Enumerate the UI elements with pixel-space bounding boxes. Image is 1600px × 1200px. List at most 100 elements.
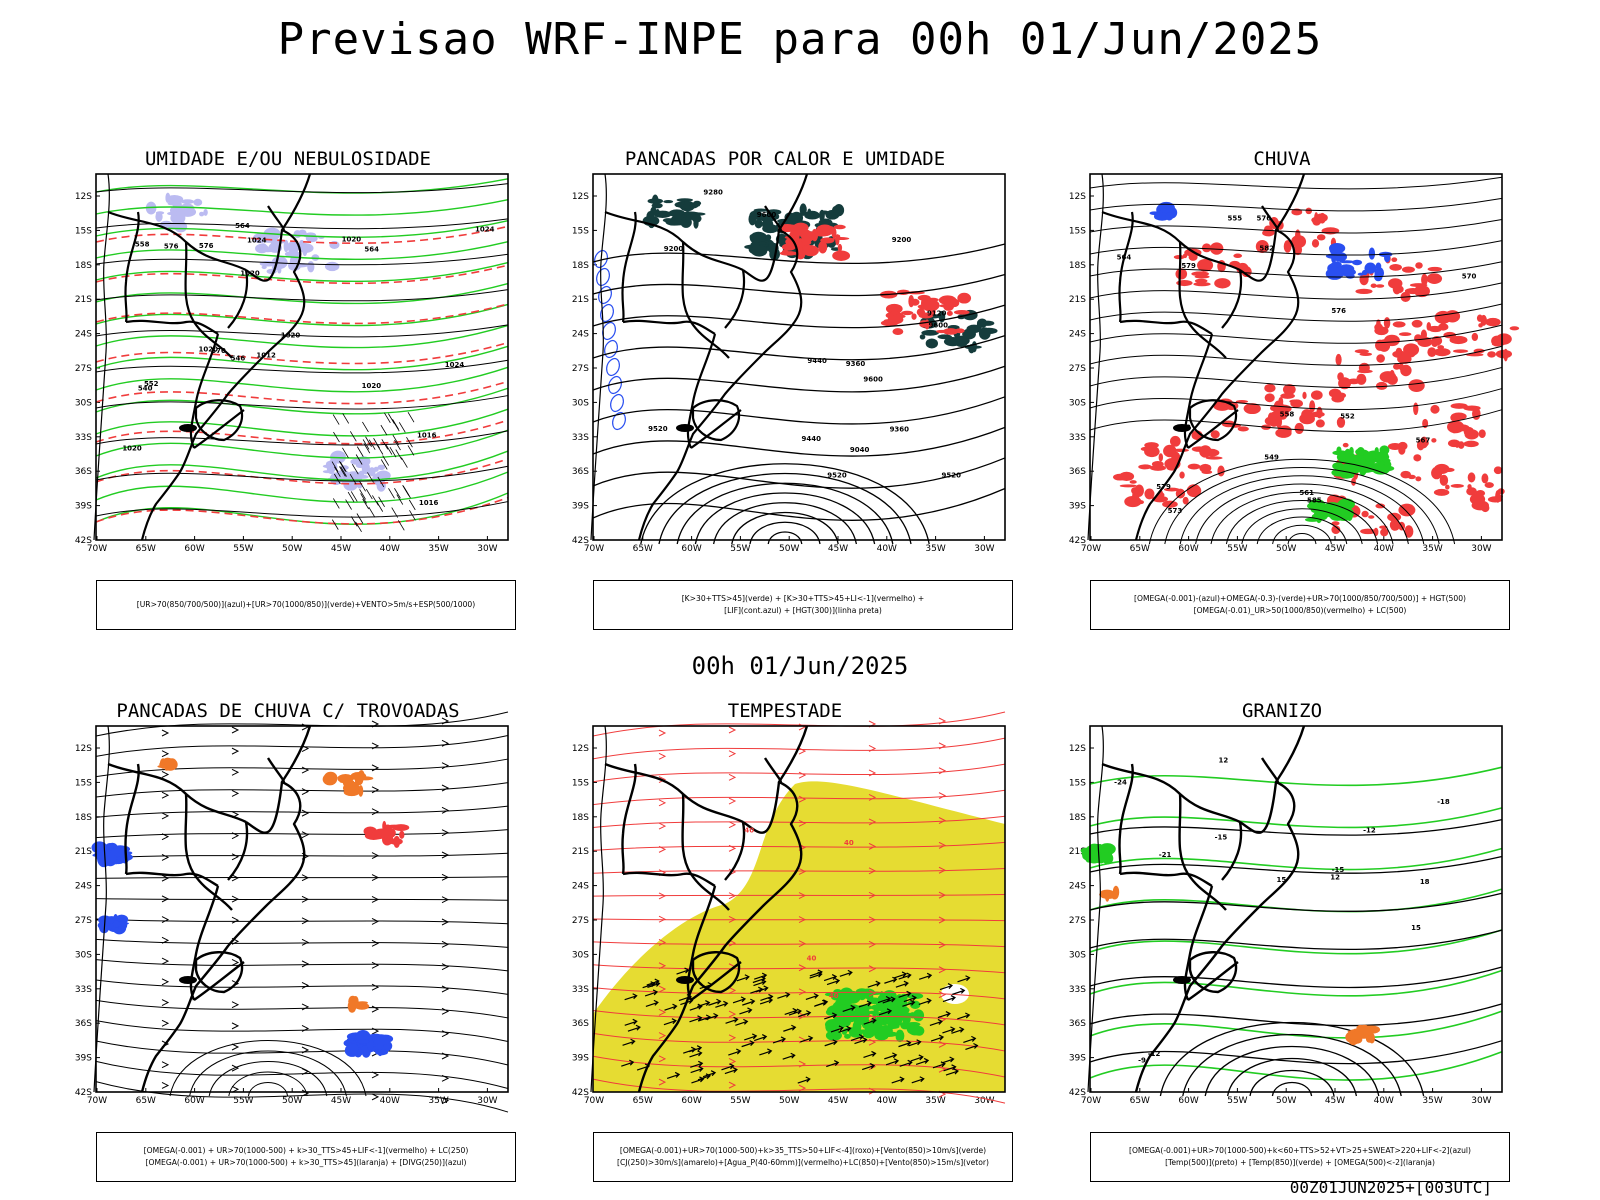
- arrowhead: [161, 957, 170, 965]
- omega-green-cell: [1376, 465, 1395, 472]
- country-border: [189, 333, 220, 449]
- wind-vector: [911, 1076, 925, 1084]
- arrowhead: [658, 752, 667, 760]
- wind-vector: [624, 993, 638, 1001]
- kindex-green-cell: [758, 241, 768, 245]
- wind-vector: [858, 1000, 872, 1008]
- wind-barb: [331, 461, 339, 472]
- rain-red-cell: [1481, 503, 1490, 513]
- lat-label: 15S: [572, 778, 589, 788]
- rain-red-cell: [1485, 317, 1501, 327]
- country-border: [764, 205, 782, 232]
- legend-granizo: [OMEGA(-0.001)+UR>70(1000-500)+k<60+TTS>…: [1090, 1132, 1510, 1182]
- wind-vector: [877, 995, 892, 1004]
- coastline: [637, 173, 809, 541]
- omega-green-cell: [1341, 463, 1351, 473]
- arrowhead: [161, 791, 170, 799]
- kindex-green-cell: [653, 210, 672, 218]
- omega-green-cell: [1336, 446, 1342, 454]
- omega-blue: [1325, 242, 1393, 282]
- pressure-line: [95, 289, 509, 302]
- wind-vector: [878, 1008, 893, 1016]
- country-border: [124, 763, 140, 875]
- arrowhead: [938, 742, 947, 750]
- arrowhead: [728, 1010, 737, 1018]
- arrowhead: [301, 745, 310, 752]
- streamline-250-line: [95, 918, 509, 925]
- arrowhead: [441, 851, 450, 859]
- uruguay-border: [691, 399, 741, 442]
- contour-label: 9280: [703, 189, 723, 197]
- contour-label: 9200: [892, 236, 912, 244]
- wind-vector: [627, 1024, 641, 1032]
- hgt500-line: [1089, 218, 1503, 234]
- country-border: [1183, 885, 1214, 1001]
- hgt300-line: [592, 243, 1006, 264]
- streamline-250-line: [95, 829, 509, 839]
- rain-red-cell: [1426, 325, 1443, 332]
- wind850-green-cell: [879, 1024, 893, 1037]
- lat-label: 21S: [1069, 847, 1086, 857]
- contour-label: 1020: [198, 345, 218, 353]
- kindex-green-cell: [925, 338, 938, 349]
- contour-label: 555: [1227, 214, 1242, 222]
- rain-red-cell: [1463, 440, 1479, 448]
- arrowhead: [938, 841, 947, 849]
- wind-vector: [721, 1063, 735, 1071]
- pressure-line: [95, 359, 509, 374]
- hgt300-trough-arc: [658, 473, 912, 545]
- humid-upper-cell: [174, 221, 188, 233]
- arrowhead: [658, 822, 667, 830]
- divg-blue-cell: [373, 1038, 390, 1046]
- lon-label: 70W: [87, 1096, 107, 1106]
- streamline-closed-arc: [189, 1050, 347, 1097]
- lat-label: 36S: [572, 467, 589, 477]
- wind-vector: [664, 1003, 678, 1011]
- humid-upper-cell: [277, 266, 282, 274]
- omega-blue-cell: [1331, 255, 1337, 263]
- lat-label: 33S: [75, 985, 92, 995]
- contour-label: 576: [1331, 307, 1346, 315]
- li-red: [879, 289, 972, 335]
- contour-label: 40: [829, 992, 839, 1000]
- wind-vector: [621, 1059, 635, 1067]
- geo-borders: [93, 725, 312, 1093]
- contour-label: 40: [844, 839, 854, 847]
- streamline-closed-arc: [208, 1061, 328, 1097]
- wind-vector: [885, 1058, 900, 1066]
- rain-red: [1140, 430, 1225, 477]
- legend-line: [OMEGA(-0.001) + UR>70(1000-500) + k>30_…: [143, 1146, 469, 1155]
- contour-label: 570: [1462, 273, 1477, 281]
- humid-upper-cell: [193, 198, 203, 206]
- arrowhead: [658, 1078, 667, 1086]
- arrowhead: [371, 917, 380, 925]
- arrowhead: [161, 978, 170, 986]
- wind-barb: [362, 421, 369, 433]
- pancada-orange: [322, 770, 374, 797]
- li-red-cell: [832, 250, 851, 261]
- rain-red-cell: [1417, 438, 1429, 448]
- arrowhead: [161, 833, 170, 841]
- temp500-cold-arc: [1182, 1034, 1402, 1097]
- wind850-green-cell: [825, 1021, 836, 1033]
- arrowhead: [231, 959, 240, 966]
- country-border: [690, 409, 742, 449]
- rain-red-cell: [1464, 429, 1479, 440]
- omega-green-cell: [1355, 448, 1366, 456]
- arrowhead: [868, 1063, 877, 1071]
- lon-label: 45W: [331, 544, 351, 554]
- wind-vector: [942, 1026, 956, 1034]
- omega-orange-cell: [1353, 1029, 1364, 1040]
- temp500-cold-arc: [1249, 1069, 1335, 1097]
- arrowhead: [231, 1043, 240, 1051]
- li-red-cell: [953, 309, 970, 315]
- arrowhead: [371, 808, 380, 816]
- lat-label: 39S: [572, 1054, 589, 1064]
- rain-red-cell: [1374, 323, 1383, 332]
- wind-vector: [777, 991, 791, 999]
- lat-label: 18S: [572, 261, 589, 271]
- geo-borders: [93, 173, 312, 541]
- lon-label: 55W: [730, 544, 750, 554]
- arrowhead: [371, 742, 380, 750]
- temp500: [1089, 818, 1503, 1065]
